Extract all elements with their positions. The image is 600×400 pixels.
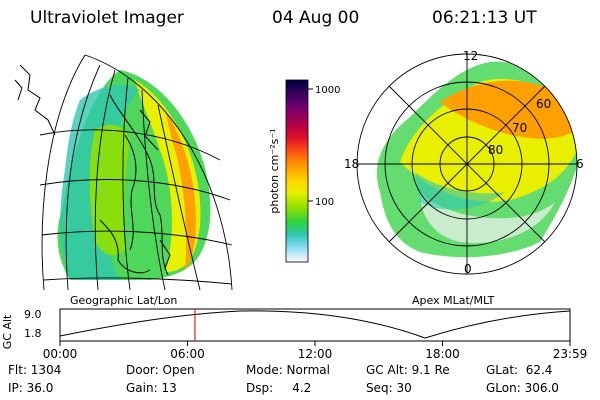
colorbar-scale [285,79,309,263]
coastlines [14,64,171,276]
colorbar-tick-1000: 1000 [315,85,340,96]
date-label: 04 Aug 00 [272,8,360,28]
mlt-label-18: 18 [344,157,359,171]
geo-panel-label: Geographic Lat/Lon [70,294,178,307]
colorbar: 1000 100 photon cm⁻²s⁻¹ [268,79,340,263]
altitude-curve [59,310,571,339]
gcalt-value: GC Alt: 9.1 Re [366,363,450,377]
lat-label-60: 60 [536,97,551,111]
lat-label-80: 80 [488,143,503,157]
alt-ytick-low: 1.8 [24,327,42,340]
colorbar-tick-100: 100 [315,197,334,208]
lat-label-70: 70 [512,121,527,135]
polar-panel-label: Apex MLat/MLT [412,294,495,307]
aurora-oval-geo [57,70,211,280]
alt-xtick-0000: 00:00 [43,347,78,361]
geographic-map [14,54,233,291]
mlt-label-12: 12 [463,49,478,63]
aurora-oval-polar [376,61,577,258]
alt-xtick-1200: 12:00 [298,347,333,361]
polar-grid [356,53,578,275]
glon-value: GLon: 306.0 [486,381,559,395]
gain-value: Gain: 13 [126,381,177,395]
alt-ylabel: GC Alt [1,314,14,349]
seq-value: Seq: 30 [366,381,412,395]
door-value: Door: Open [126,363,195,377]
ip-value: IP: 36.0 [8,381,54,395]
mlt-label-6: 6 [576,157,584,171]
alt-ytick-high: 9.0 [24,308,42,321]
alt-xtick-1800: 18:00 [425,347,460,361]
altitude-strip: GC Alt 9.0 1.8 00:00 06:00 12:00 18:00 2… [1,308,588,361]
colorbar-unit-label: photon cm⁻²s⁻¹ [268,128,281,213]
mode-value: Mode: Normal [246,363,330,377]
glat-value: GLat: 62.4 [486,363,553,377]
flt-value: Flt: 1304 [8,363,62,377]
instrument-title: Ultraviolet Imager [30,8,184,28]
dsp-value: Dsp: 4.2 [246,381,312,395]
time-label: 06:21:13 UT [432,8,537,28]
polar-plot: 12 0 18 6 60 70 80 [344,49,584,276]
mlt-label-0: 0 [464,262,472,276]
alt-xtick-2359: 23:59 [553,347,588,361]
alt-xtick-0600: 06:00 [170,347,205,361]
